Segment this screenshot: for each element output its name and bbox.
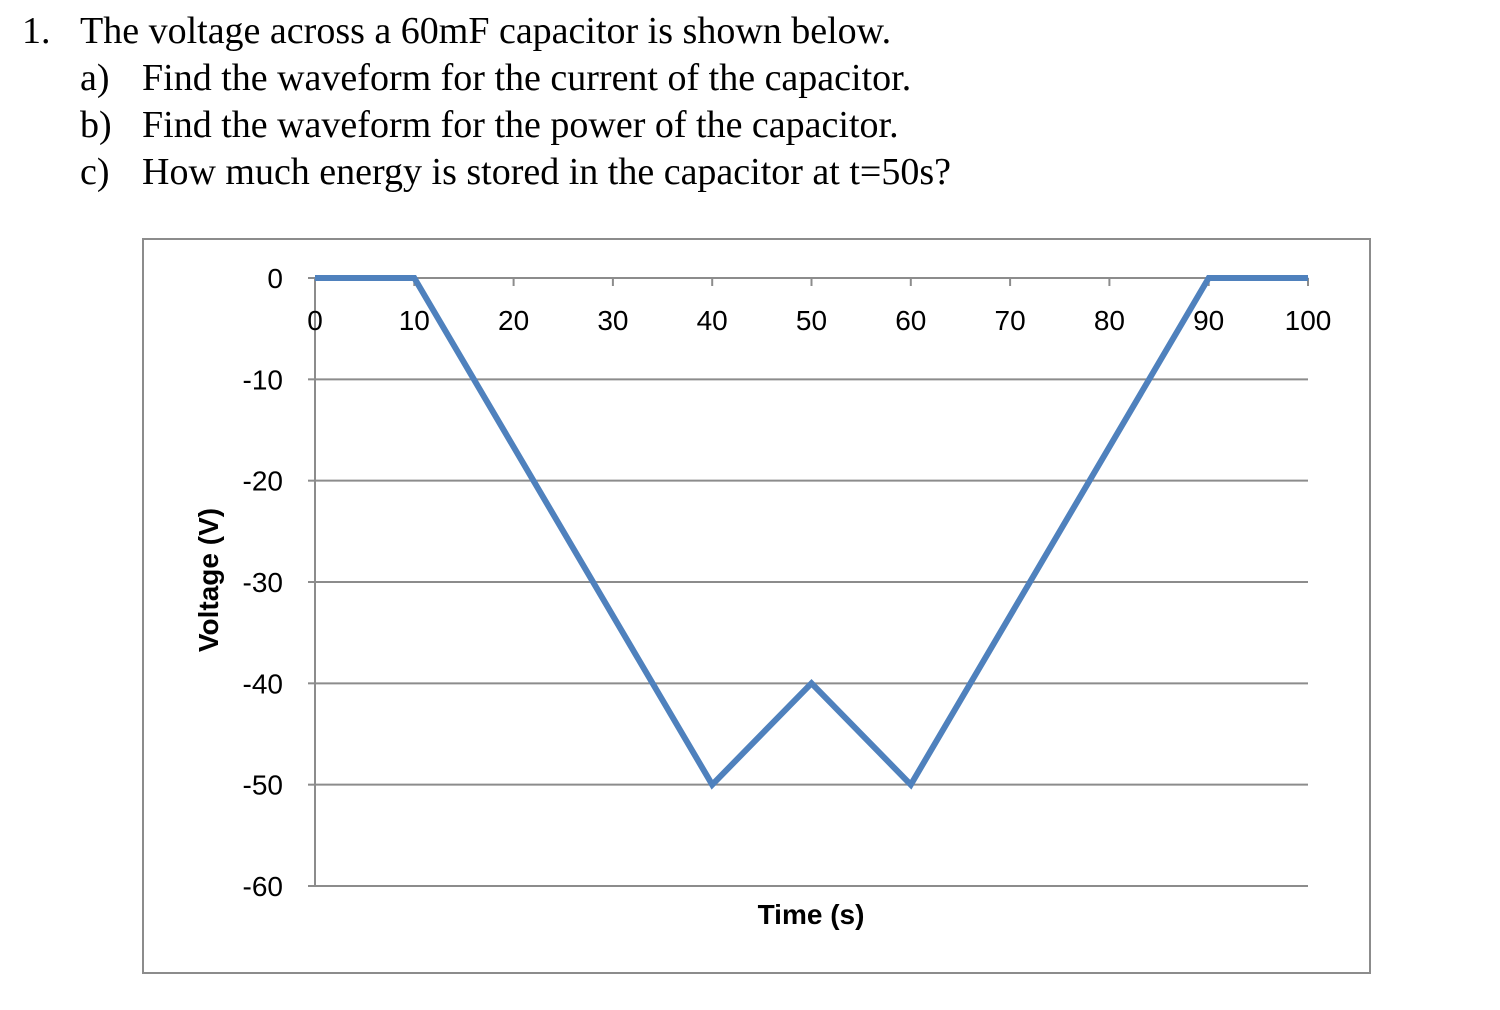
question-text: The voltage across a 60mF capacitor is s… [80,10,892,52]
grid-layer [315,378,1308,887]
x-tick-label: 0 [307,305,323,336]
voltage-data-point [910,784,912,786]
part-text: How much energy is stored in the capacit… [142,151,952,193]
x-tick-label: 20 [498,305,529,336]
part-text: Find the waveform for the current of the… [142,57,912,99]
x-tick-label: 60 [895,305,926,336]
y-tick-label: 0 [267,263,283,294]
x-tick-label: 40 [697,305,728,336]
y-tick-label: -60 [243,871,283,902]
x-tick-label: 30 [597,305,628,336]
x-tick-label: 90 [1193,305,1224,336]
question-line: 1. The voltage across a 60mF capacitor i… [22,8,1482,55]
y-tick-label: -20 [243,466,283,497]
voltage-data-point [1307,277,1309,279]
question-part-b: b) Find the waveform for the power of th… [22,102,1482,149]
voltage-data-point [811,682,812,684]
question-number: 1. [22,10,51,52]
voltage-data-point [711,784,713,786]
x-tick-label: 70 [995,305,1026,336]
y-tick-label: -40 [243,668,283,699]
x-tick-label: 50 [796,305,827,336]
chart-frame [142,238,1371,974]
y-axis-title: Voltage (V) [193,508,224,652]
label-layer: 0 10 20 30 40 50 60 70 80 90 100 0 -10 -20 -30 -40 -50 -6… [243,263,1332,902]
x-axis-title: Time (s) [758,899,865,930]
x-tick-label: 100 [1285,305,1332,336]
question-block: 1. The voltage across a 60mF capacitor i… [22,8,1482,196]
y-tick-label: -30 [243,567,283,598]
voltage-data-point [314,277,316,279]
x-tick-label: 10 [399,305,430,336]
axis-layer [308,277,1309,887]
y-tick-label: -10 [243,364,283,395]
part-letter: b) [80,104,112,146]
part-letter: c) [80,151,110,193]
question-part-c: c) How much energy is stored in the capa… [22,149,1482,196]
voltage-data-point [413,277,415,279]
voltage-series-line [315,275,1308,790]
x-tick-label: 80 [1094,305,1125,336]
voltage-data-point [1208,277,1210,279]
question-part-a: a) Find the waveform for the current of … [22,55,1482,102]
series-layer [314,275,1309,790]
y-tick-label: -50 [243,770,283,801]
part-text: Find the waveform for the power of the c… [142,104,899,146]
part-letter: a) [80,57,110,99]
